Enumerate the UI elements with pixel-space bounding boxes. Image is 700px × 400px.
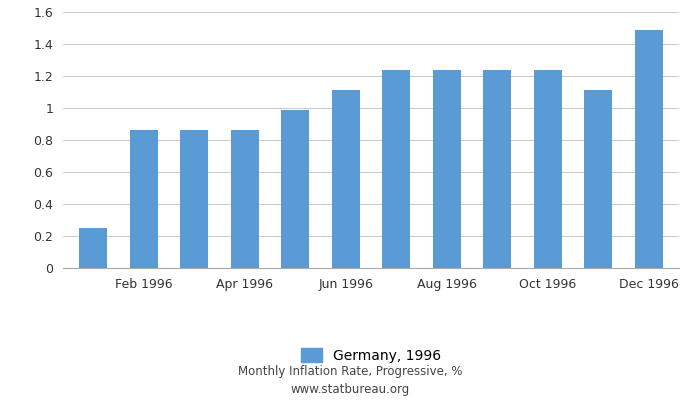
Bar: [181, 130, 208, 268]
Bar: [130, 130, 158, 268]
Bar: [584, 90, 612, 268]
Legend: Germany, 1996: Germany, 1996: [295, 343, 447, 368]
Bar: [332, 90, 360, 268]
Bar: [79, 228, 107, 268]
Bar: [483, 70, 511, 268]
Text: Monthly Inflation Rate, Progressive, %: Monthly Inflation Rate, Progressive, %: [238, 366, 462, 378]
Bar: [231, 130, 259, 268]
Bar: [534, 70, 561, 268]
Text: www.statbureau.org: www.statbureau.org: [290, 384, 410, 396]
Bar: [433, 70, 461, 268]
Bar: [281, 110, 309, 268]
Bar: [635, 30, 663, 268]
Bar: [382, 70, 410, 268]
